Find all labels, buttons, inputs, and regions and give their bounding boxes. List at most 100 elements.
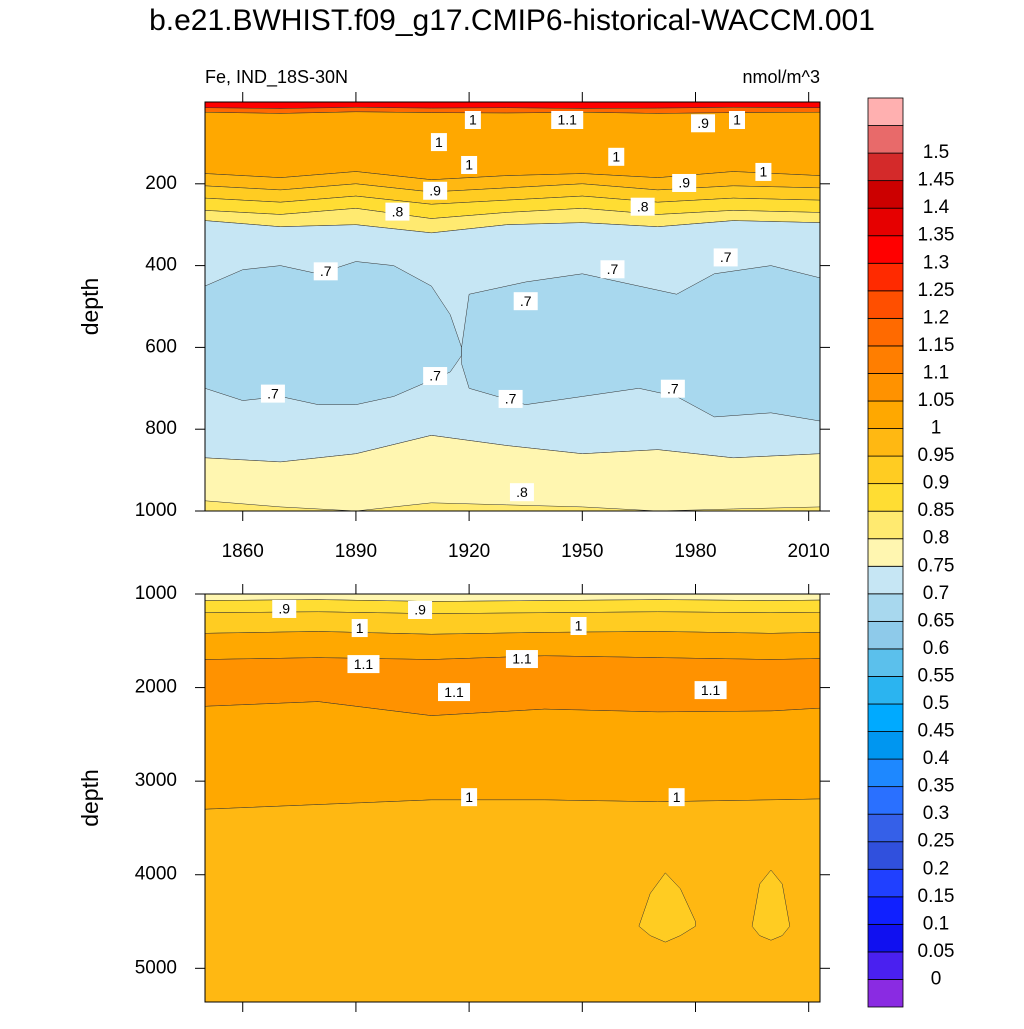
x-tick-label: 2010 — [788, 541, 830, 562]
contour-label: .9 — [278, 601, 290, 617]
plot-frame — [204, 593, 821, 1003]
colorbar-label: 0 — [931, 968, 942, 989]
y-tick-label: 3000 — [135, 770, 177, 791]
colorbar-box — [867, 152, 904, 182]
contour-label: .7 — [505, 391, 517, 407]
contour-label-box — [505, 650, 538, 669]
contour-label-box — [385, 202, 410, 221]
contour-label-box — [260, 384, 285, 403]
contour-band — [638, 872, 696, 943]
colorbar-box — [867, 317, 904, 347]
contour-label: .7 — [520, 293, 532, 309]
colorbar-label: 0.45 — [918, 721, 955, 742]
contour-label-box — [691, 114, 716, 133]
y-tick-label: 1000 — [135, 500, 177, 521]
contour-band — [205, 611, 820, 635]
contour-label: .7 — [720, 249, 732, 265]
y-tick-label: 4000 — [135, 864, 177, 885]
contour-label-box — [498, 389, 523, 408]
colorbar-label: 1.05 — [918, 390, 955, 411]
colorbar-box — [867, 841, 904, 870]
colorbar-box — [867, 97, 904, 126]
colorbar-box — [867, 951, 904, 980]
contour-label: .7 — [667, 380, 679, 396]
colorbar-box — [867, 455, 904, 485]
contour-label-box — [461, 788, 478, 807]
contour-band — [205, 599, 820, 614]
colorbar-label: 0.1 — [923, 913, 949, 934]
colorbar-label: 0.15 — [918, 886, 955, 907]
chart-title: b.e21.BWHIST.f09_g17.CMIP6-historical-WA… — [149, 4, 875, 37]
colorbar-label: 0.5 — [923, 693, 949, 714]
contour-label: .9 — [414, 602, 426, 618]
colorbar-box — [867, 758, 904, 788]
contour-label: 1 — [760, 164, 768, 180]
colorbar-label: 0.7 — [923, 583, 949, 604]
contour-band — [205, 111, 820, 180]
colorbar-label: 0.4 — [923, 748, 950, 769]
colorbar-box — [867, 400, 904, 429]
contour-label: .7 — [320, 263, 332, 279]
y-axis-label: depth — [77, 769, 103, 827]
colorbar-box — [867, 868, 904, 898]
colorbar-label: 0.85 — [918, 500, 955, 521]
colorbar-label: 1.5 — [923, 142, 949, 163]
colorbar-box — [867, 565, 904, 595]
contour-band — [205, 435, 820, 511]
y-tick-label: 800 — [145, 418, 177, 439]
y-tick-label: 2000 — [135, 677, 177, 698]
contour-label-box — [347, 655, 380, 674]
contour-label-box — [728, 110, 745, 129]
contour-label: .9 — [697, 115, 709, 131]
contour-label-box — [509, 483, 534, 502]
colorbar-label: 1.2 — [923, 307, 949, 328]
contour-band — [205, 798, 820, 1002]
contour-label-box — [313, 262, 338, 281]
colorbar-box — [867, 620, 904, 650]
colorbar-box — [867, 703, 904, 732]
contour-label: 1 — [612, 149, 620, 165]
colorbar-box — [867, 235, 904, 264]
colorbar-label: 1 — [931, 418, 942, 439]
y-tick-label: 1000 — [135, 583, 177, 604]
contour-label: .7 — [267, 385, 279, 401]
contour-label-box — [513, 292, 538, 311]
colorbar-label: 1.4 — [923, 197, 950, 218]
contour-label: 1 — [435, 134, 443, 150]
colorbar-label: 0.9 — [923, 473, 949, 494]
colorbar-box — [867, 125, 904, 154]
contour-label: 1 — [575, 618, 583, 634]
contour-label-box — [423, 367, 448, 386]
contour-label: .8 — [637, 198, 649, 214]
colorbar-box — [867, 290, 904, 319]
colorbar-label: 1.15 — [918, 335, 955, 356]
colorbar-label: 0.3 — [923, 803, 949, 824]
colorbar-label: 0.6 — [923, 638, 949, 659]
contour-band — [461, 265, 820, 422]
contour-label-box — [430, 133, 447, 152]
colorbar-label: 0.8 — [923, 528, 949, 549]
contour-band — [751, 869, 791, 941]
colorbar-box — [867, 483, 904, 512]
colorbar-box — [867, 676, 904, 705]
contour-label-box — [570, 617, 587, 636]
contour-label-box — [755, 162, 772, 181]
colorbar-box — [867, 731, 904, 760]
contour-label: .7 — [607, 261, 619, 277]
contour-label-box — [672, 173, 697, 192]
colorbar-box — [867, 345, 904, 374]
contour-label: .9 — [429, 182, 441, 198]
contour-band — [205, 701, 820, 810]
y-tick-label: 5000 — [135, 957, 177, 978]
contour-label: 1.1 — [354, 656, 374, 672]
colorbar-label: 0.2 — [923, 858, 949, 879]
contour-label: .8 — [516, 484, 528, 500]
colorbar-box — [867, 428, 904, 457]
contour-label: .7 — [429, 368, 441, 384]
colorbar-label: 0.75 — [918, 555, 955, 576]
contour-label-box — [694, 681, 727, 700]
colorbar-box — [867, 786, 904, 815]
x-tick-label: 1920 — [448, 541, 490, 562]
